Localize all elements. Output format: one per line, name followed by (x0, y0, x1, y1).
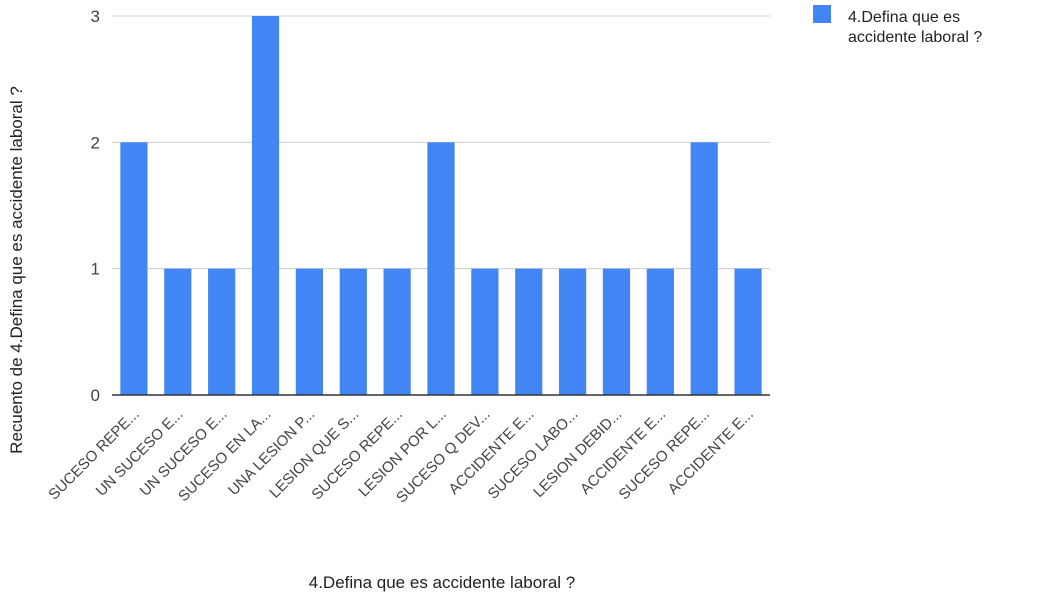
legend-label: 4.Defina que es accidente laboral ? (848, 9, 982, 46)
bar-4 (251, 16, 280, 395)
bar-11 (559, 268, 587, 395)
y-axis-title: Recuento de 4.Defina que es accidente la… (7, 86, 26, 454)
y-tick-label-3: 3 (91, 7, 100, 26)
bar-6 (339, 268, 367, 395)
bar-10 (515, 268, 543, 395)
legend-swatch (813, 5, 831, 23)
bar-15 (734, 268, 762, 395)
bar-9 (471, 268, 499, 395)
bar-5 (295, 268, 323, 395)
x-axis-title: 4.Defina que es accidente laboral ? (309, 573, 576, 592)
legend-label-line-2: accidente laboral ? (848, 29, 982, 46)
y-tick-label-1: 1 (91, 260, 100, 279)
y-tick-label-2: 2 (91, 133, 100, 152)
bar-14 (690, 142, 718, 395)
bar-8 (427, 142, 455, 395)
legend-label-line-1: 4.Defina que es (848, 9, 960, 26)
x-axis-ticks: SUCESO REPE...UN SUCESO E...UN SUCESO E.… (45, 406, 757, 507)
bar-13 (646, 268, 674, 395)
bar-2 (164, 268, 192, 395)
bar-12 (602, 268, 631, 395)
bars (120, 16, 762, 395)
bar-3 (208, 268, 236, 395)
bar-7 (383, 268, 411, 395)
y-tick-label-0: 0 (91, 386, 100, 405)
legend: 4.Defina que es accidente laboral ? (813, 5, 982, 46)
bar-1 (120, 142, 148, 395)
y-axis-ticks: 0 1 2 3 (91, 7, 100, 405)
